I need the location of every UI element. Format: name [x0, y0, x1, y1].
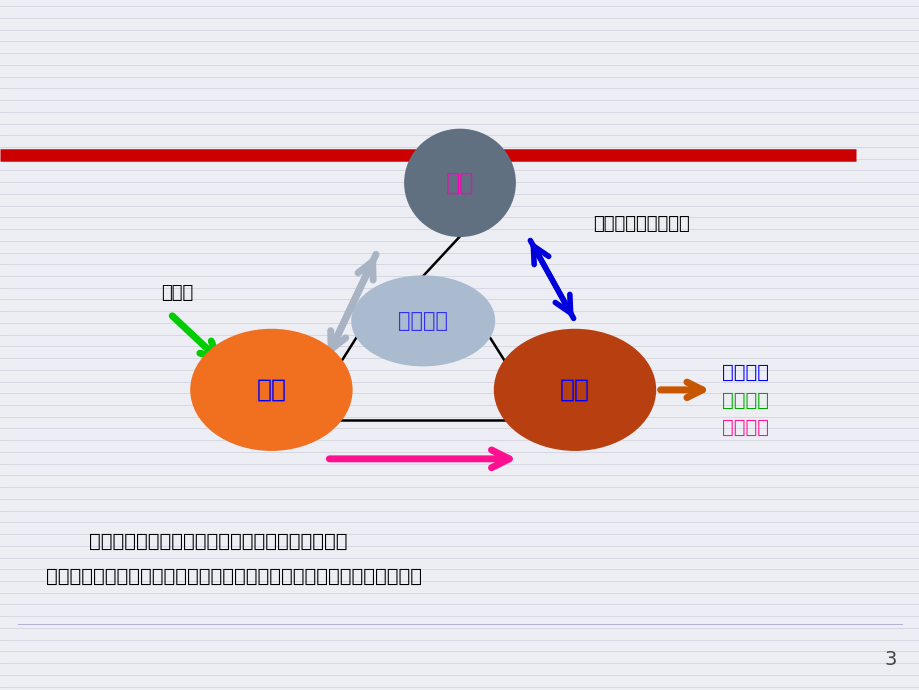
Text: 材料设计的重要依据: 材料设计的重要依据 [593, 215, 689, 233]
Text: 表征: 表征 [560, 378, 589, 402]
Text: 材料制备的实际效果必须通过材料结构分析的检验: 材料制备的实际效果必须通过材料结构分析的检验 [64, 532, 347, 551]
Text: 成分分析: 成分分析 [721, 363, 768, 382]
Text: 热分析: 热分析 [161, 284, 193, 302]
Ellipse shape [352, 276, 494, 366]
Text: 形貌观察: 形貌观察 [721, 418, 768, 437]
Ellipse shape [404, 130, 515, 236]
Text: 因此可以说，材料科学的进展极大的依赖于对材料结构分析表征的水平。: 因此可以说，材料科学的进展极大的依赖于对材料结构分析表征的水平。 [46, 566, 422, 586]
Ellipse shape [494, 330, 655, 451]
Text: 结构测定: 结构测定 [721, 391, 768, 410]
Ellipse shape [191, 330, 352, 451]
Text: 制备: 制备 [256, 378, 286, 402]
Text: 设计: 设计 [446, 171, 473, 195]
Text: 3: 3 [884, 650, 896, 669]
Text: 材料研究: 材料研究 [398, 311, 448, 331]
